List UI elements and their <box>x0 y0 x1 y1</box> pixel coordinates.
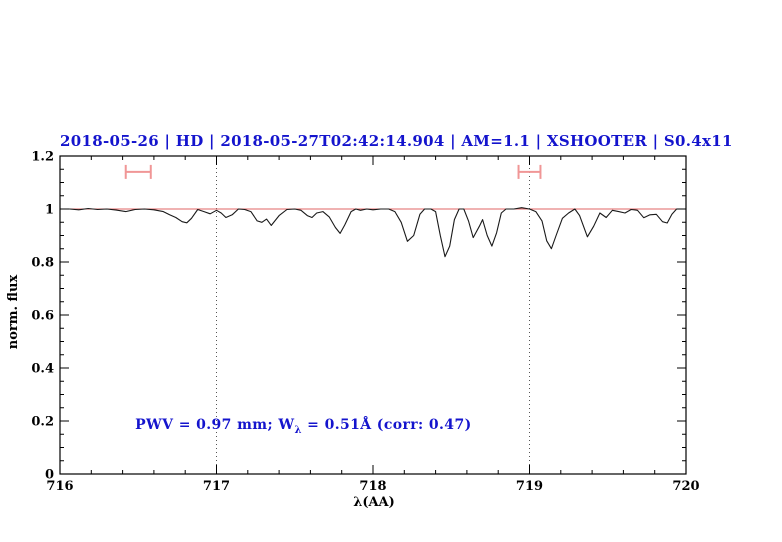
x-tick-label: 717 <box>203 479 230 494</box>
plot-title: 2018-05-26 | HD | 2018-05-27T02:42:14.90… <box>60 132 733 150</box>
x-tick-label: 719 <box>516 479 543 494</box>
x-tick-label: 720 <box>672 479 699 494</box>
y-tick-label: 0.6 <box>31 309 54 324</box>
y-tick-label: 0.4 <box>31 362 54 377</box>
y-tick-label: 1 <box>45 203 54 218</box>
y-axis-label: norm. flux <box>6 275 21 350</box>
spectrum-line <box>60 207 686 258</box>
y-tick-label: 0.2 <box>31 415 54 430</box>
y-tick-label: 0 <box>45 468 54 483</box>
x-tick-label: 718 <box>359 479 386 494</box>
pwv-annotation: PWV = 0.97 mm; Wλ = 0.51Å (corr: 0.47) <box>135 417 472 436</box>
y-tick-label: 1.2 <box>31 150 54 165</box>
y-tick-label: 0.8 <box>31 256 54 271</box>
annotation-lambda-subscript: λ <box>294 425 302 437</box>
x-axis-label: λ(AA) <box>353 495 395 510</box>
annotation-prefix: PWV = 0.97 mm; W <box>135 417 295 434</box>
x-tick-label: 716 <box>46 479 73 494</box>
annotation-suffix: = 0.51Å (corr: 0.47) <box>301 417 472 434</box>
